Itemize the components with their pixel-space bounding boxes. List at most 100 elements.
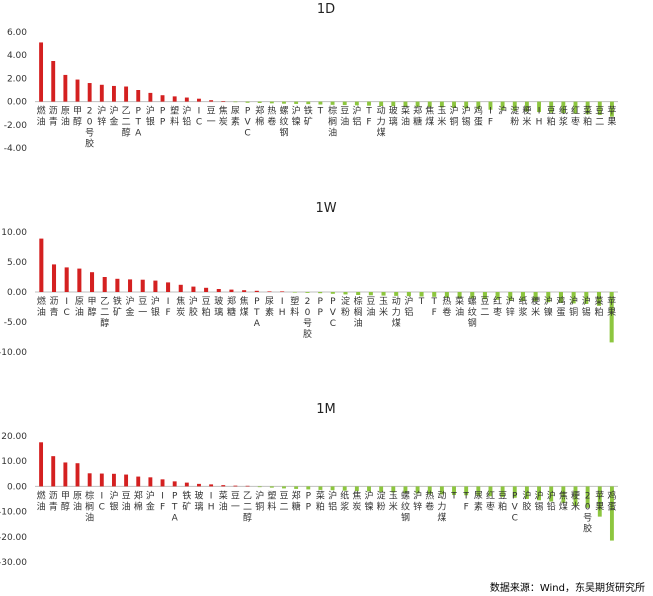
category-label: 粳米 [571, 489, 580, 512]
category-label: 苹果 [607, 105, 616, 128]
category-label: 菜油 [401, 105, 410, 128]
bar [597, 486, 602, 517]
bar [282, 486, 286, 489]
category-label: T [418, 297, 425, 307]
category-label: 菜油 [455, 295, 464, 318]
category-label: 沪铜 [450, 105, 459, 128]
category-label: 塑料 [290, 296, 299, 318]
y-tick-label: -2.00 [4, 121, 28, 131]
bar [63, 74, 68, 102]
source-note: 数据来源：Wind，东吴期货研究所 [489, 583, 645, 594]
category-label: 豆二 [595, 106, 604, 128]
category-label: 螺纹钢 [279, 106, 288, 139]
category-label: 鸡蛋 [556, 295, 565, 318]
category-label: 铁矿 [304, 105, 313, 128]
category-label: 玉米 [379, 296, 388, 318]
bar [415, 486, 420, 494]
bar [254, 290, 259, 292]
category-label: 沪铅 [182, 105, 191, 128]
bar [160, 95, 165, 102]
bar [64, 267, 69, 292]
chart-title-2: 1M [316, 402, 336, 417]
bar [452, 101, 456, 108]
category-label: 豆油 [340, 106, 349, 128]
category-label: 燃油 [37, 295, 46, 318]
category-label: 沥青 [50, 296, 59, 318]
category-label: 粳米 [531, 295, 540, 318]
y-tick-label: -4.00 [4, 144, 28, 154]
category-label: 沪铅 [547, 489, 556, 512]
category-label: 沥青 [49, 490, 58, 512]
category-label: 菜粕 [583, 105, 592, 128]
bar [419, 292, 424, 297]
bar [51, 264, 57, 292]
bar [585, 101, 590, 115]
bar [500, 486, 505, 497]
bar [561, 486, 566, 503]
category-label: 玻璃 [214, 295, 223, 318]
category-label: 红枣 [493, 295, 502, 318]
bar [367, 101, 371, 106]
category-label: 沪银 [109, 489, 118, 512]
bar [136, 476, 141, 487]
bar [124, 474, 129, 487]
bar [379, 101, 384, 107]
bar [245, 101, 250, 103]
category-label: 尿素 [265, 296, 274, 318]
bar [140, 279, 145, 292]
bar [452, 486, 456, 495]
y-tick-label: -5.00 [4, 318, 28, 328]
bar [470, 292, 475, 299]
bar [75, 79, 80, 102]
bar [512, 101, 517, 111]
category-label: 郑糖 [292, 489, 301, 512]
category-label: T [450, 491, 457, 501]
bar [537, 101, 541, 113]
bar [558, 292, 563, 303]
category-label: 沪锌 [506, 295, 515, 318]
category-label: 玉米 [437, 106, 446, 128]
bar [136, 90, 141, 102]
category-label: 原油 [73, 490, 82, 512]
category-label: 焦煤 [559, 489, 568, 512]
category-label: 螺纹钢 [468, 296, 477, 329]
category-label: 棕榈油 [328, 105, 337, 139]
bar [216, 289, 221, 292]
category-label: 郑棉 [134, 489, 143, 512]
bar [330, 486, 335, 491]
bar [609, 101, 614, 117]
bar [90, 272, 95, 292]
category-label: 尿素 [231, 106, 240, 128]
category-label: 鸡蛋 [474, 105, 483, 128]
bar [457, 292, 462, 298]
bar [571, 292, 576, 304]
category-label: 焦炭 [219, 105, 228, 128]
bar [112, 85, 116, 102]
bar [533, 292, 538, 302]
category-label: 塑料 [267, 490, 276, 512]
category-label: 焦炭 [176, 295, 185, 318]
bar [197, 483, 201, 487]
y-tick-label: 10.00 [1, 457, 27, 467]
category-label: 乙二醇 [100, 296, 109, 329]
y-tick-label: 0.00 [7, 482, 27, 492]
bar [172, 96, 177, 102]
category-label: 热卷 [442, 295, 451, 318]
category-label: 动力煤 [377, 106, 386, 139]
category-label: 沪镍 [544, 295, 553, 318]
category-label: 2 0 号胶 [303, 297, 312, 340]
category-label: 沪镍 [292, 105, 301, 128]
category-label: 豆一 [231, 490, 240, 512]
bar [184, 482, 189, 487]
category-label: 菜粕 [594, 295, 603, 318]
bar [406, 292, 411, 297]
bar [391, 101, 396, 107]
